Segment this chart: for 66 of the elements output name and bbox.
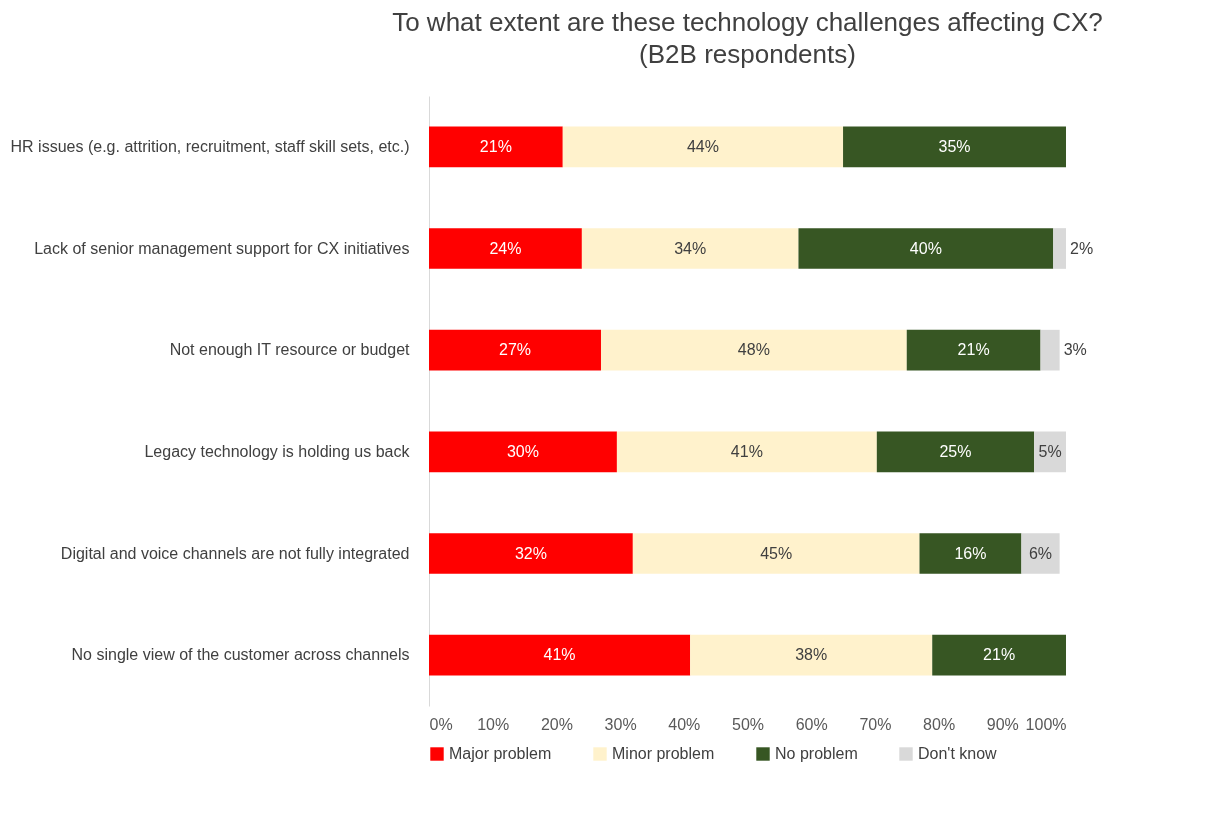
bar [1021,533,1060,574]
data-label: 41% [543,646,576,664]
bar [798,228,1054,269]
data-label: 30% [506,442,539,460]
bar [600,329,907,371]
bar [429,126,563,168]
bar [906,329,1041,371]
data-label: 2% [1070,239,1094,257]
bar [690,634,933,676]
x-tick-label: 80% [923,715,956,733]
bar [919,533,1022,574]
data-label: 34% [674,239,707,257]
chart-subtitle: (B2B respondents) [639,39,856,69]
bar [932,634,1066,676]
y-tick-label: Lack of senior management support for CX initiatives [34,239,410,257]
y-tick-label: Digital and voice channels are not fully integrated [60,544,410,562]
data-label: 32% [514,544,547,562]
bar [581,228,799,269]
x-tick-label: 10% [477,715,510,733]
data-label: 24% [489,239,522,257]
bar [843,126,1066,168]
bar [429,329,601,371]
bar [632,533,920,574]
data-label: 48% [737,341,770,359]
bar [429,634,691,676]
x-tick-label: 70% [859,715,892,733]
x-tick-label: 100% [1025,715,1067,733]
x-tick-label: 60% [795,715,828,733]
data-label: 16% [954,544,987,562]
legend-label: Major problem [449,745,552,762]
y-tick-label: HR issues (e.g. attrition, recruitment, staff skill sets, etc.) [10,137,410,155]
y-tick-label: Not enough IT resource or budget [169,341,411,359]
x-tick-label: 40% [668,715,701,733]
data-label: 45% [760,544,793,562]
data-label: 41% [730,442,763,460]
x-tick-label: 20% [540,715,573,733]
data-label: 40% [909,239,942,257]
x-tick-label: 0% [429,715,453,733]
data-label: 21% [957,341,990,359]
data-label: 6% [1028,544,1053,562]
data-label: 27% [498,341,532,359]
bar [429,533,633,574]
bar [876,431,1035,473]
data-label: 3% [1063,341,1087,359]
x-tick-label: 50% [731,715,765,733]
data-label: 38% [795,646,828,664]
data-label: 21% [983,646,1016,664]
data-label: 35% [938,137,971,155]
data-label: 44% [686,137,719,155]
data-label: 5% [1038,442,1062,460]
data-label: 25% [939,442,972,460]
y-tick-label: Legacy technology is holding us back [144,442,411,460]
legend-label: No problem [775,745,858,762]
legend-label: Don't know [918,745,998,762]
bar [562,126,844,168]
x-tick-label: 90% [986,715,1019,733]
legend-label: Minor problem [612,745,715,762]
bar [1053,228,1066,269]
bar [429,228,582,269]
bar [1040,329,1060,371]
data-label: 21% [479,137,512,155]
x-tick-label: 30% [604,715,637,733]
chart-title: To what extent are these technology challenges affecting CX? [392,7,1103,37]
y-tick-label: No single view of the customer across channels [71,646,410,664]
bar [429,431,617,473]
bar [616,431,877,473]
